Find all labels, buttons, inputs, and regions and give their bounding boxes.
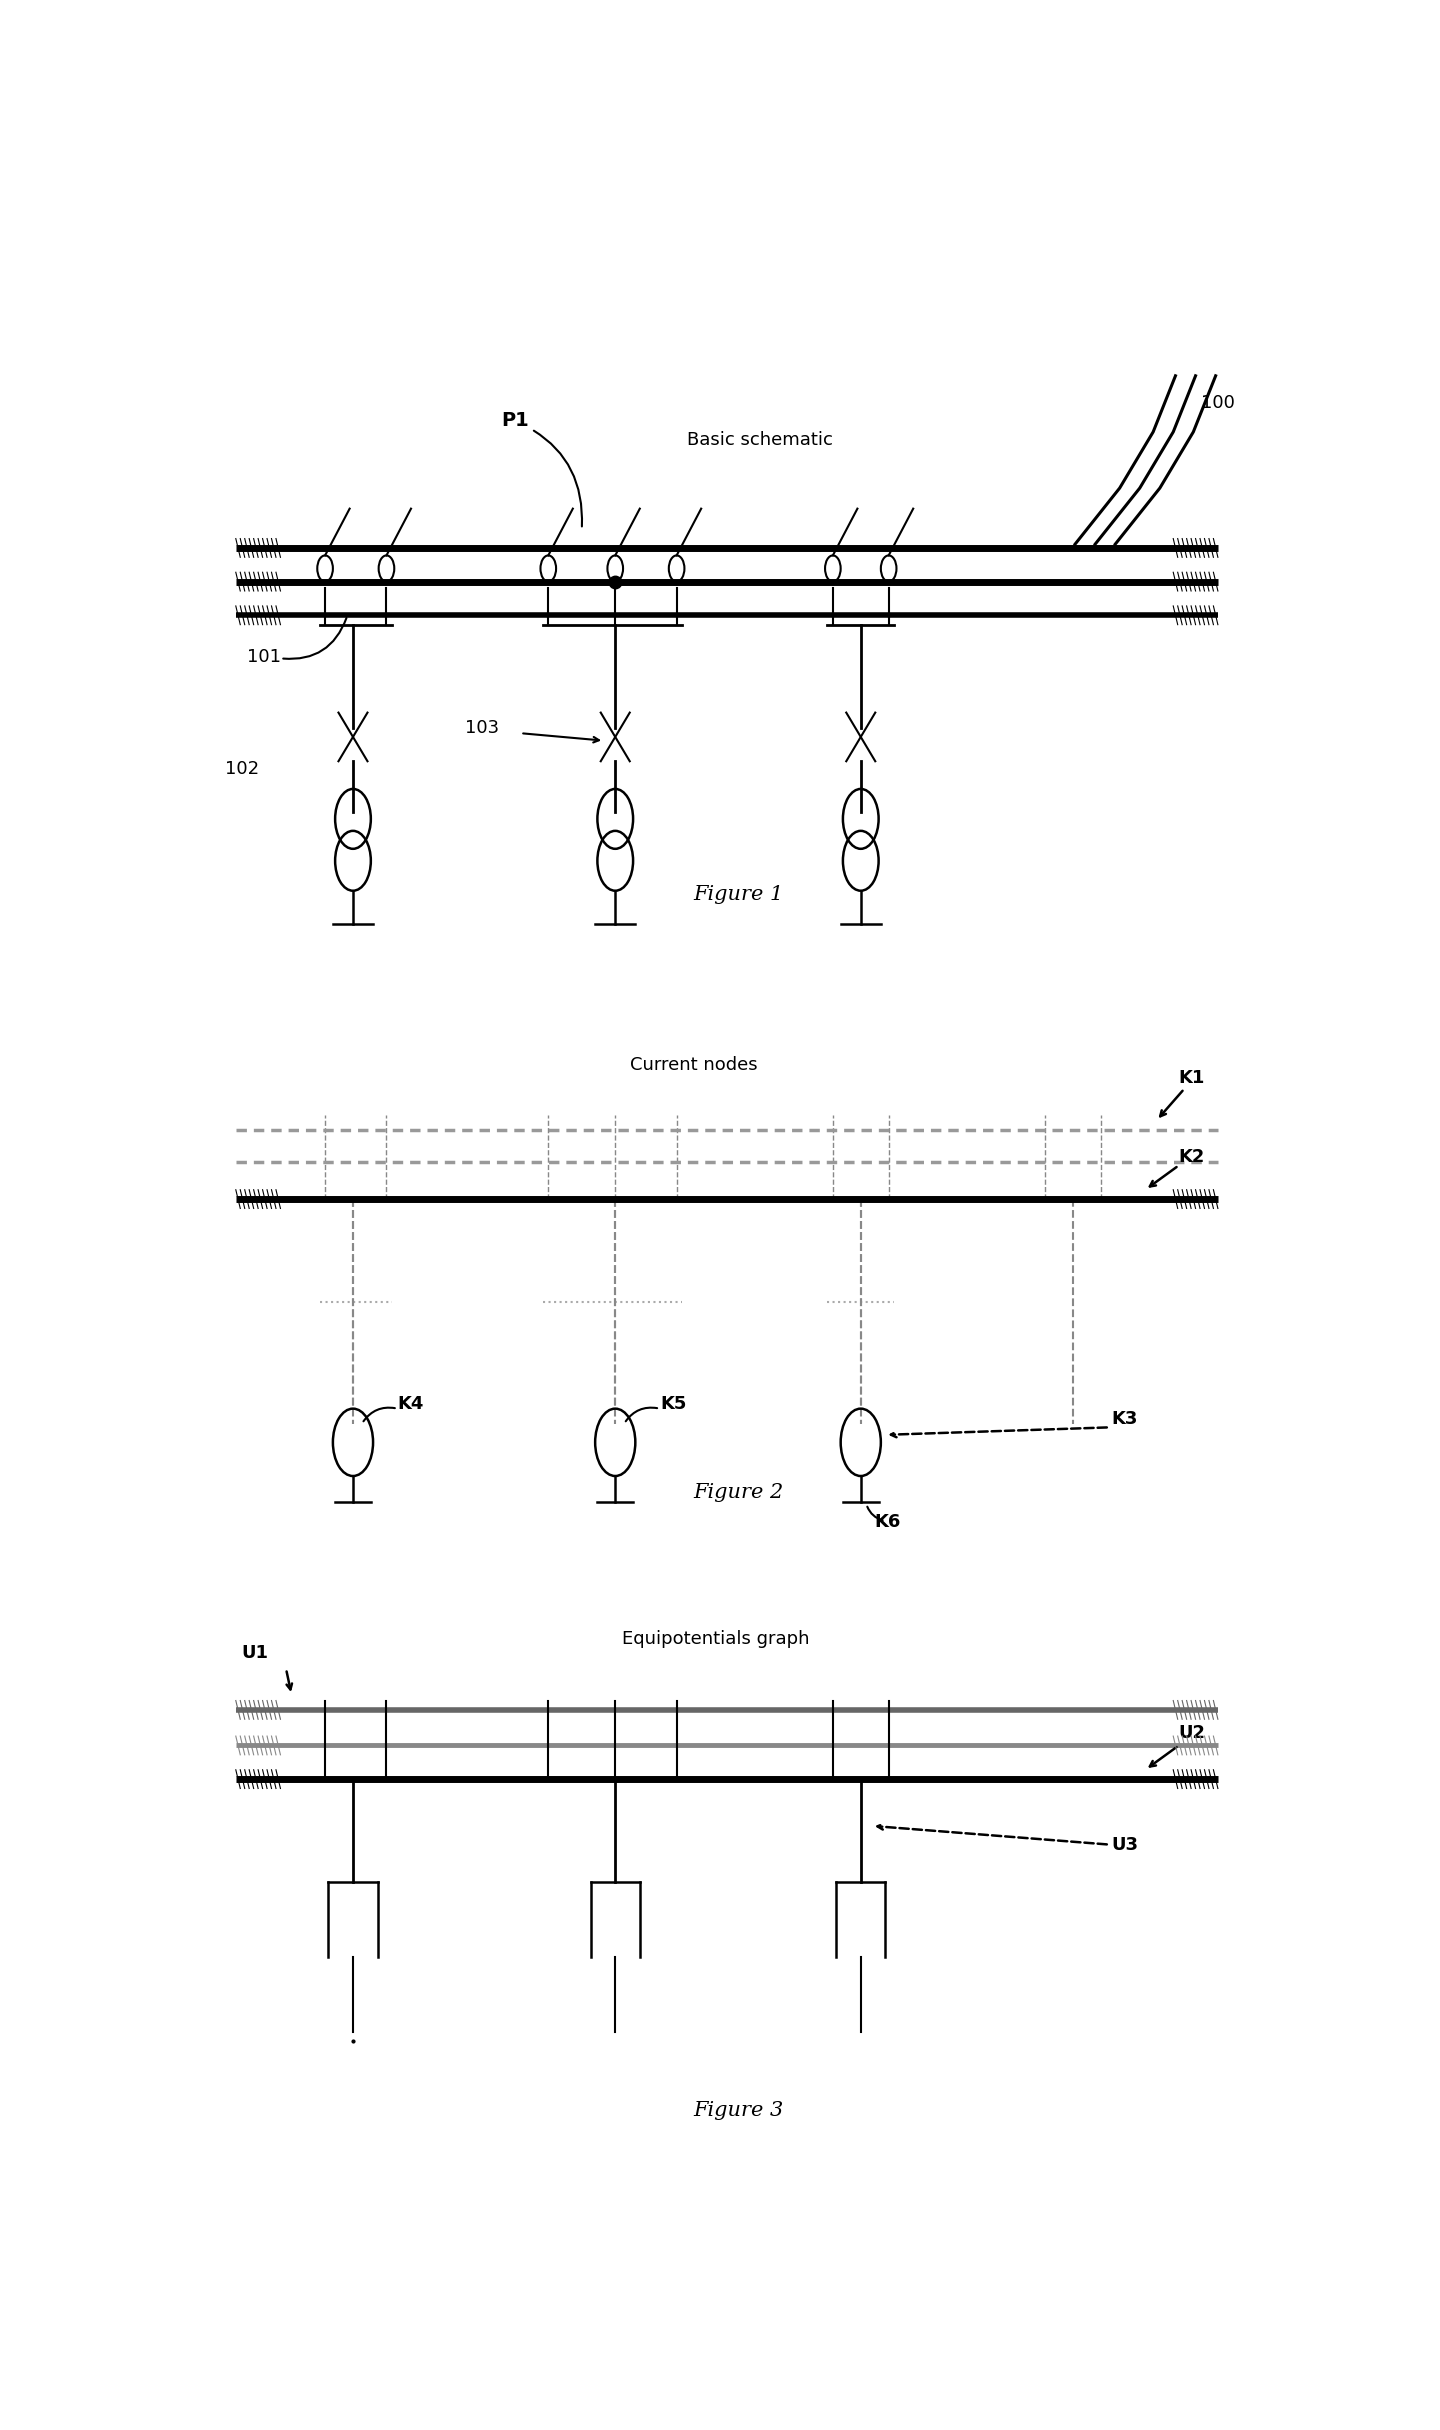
Text: K4: K4 <box>397 1395 423 1412</box>
Text: Figure 2: Figure 2 <box>693 1482 783 1502</box>
Text: 101: 101 <box>248 649 281 666</box>
Text: K2: K2 <box>1179 1147 1205 1166</box>
Text: Basic schematic: Basic schematic <box>687 430 834 450</box>
Text: K3: K3 <box>1112 1409 1138 1426</box>
Text: P1: P1 <box>501 411 582 527</box>
Text: K6: K6 <box>874 1511 900 1531</box>
Text: K5: K5 <box>660 1395 687 1412</box>
Text: K1: K1 <box>1179 1069 1205 1086</box>
Text: Equipotentials graph: Equipotentials graph <box>622 1631 809 1648</box>
Text: U3: U3 <box>1112 1837 1139 1854</box>
Text: 103: 103 <box>465 719 498 736</box>
Text: Figure 1: Figure 1 <box>693 885 783 904</box>
Text: U1: U1 <box>242 1643 268 1662</box>
Text: Figure 3: Figure 3 <box>693 2102 783 2119</box>
Text: 102: 102 <box>225 761 259 778</box>
Text: U2: U2 <box>1179 1723 1205 1742</box>
Text: Current nodes: Current nodes <box>629 1057 757 1074</box>
Text: 100: 100 <box>1201 394 1236 411</box>
